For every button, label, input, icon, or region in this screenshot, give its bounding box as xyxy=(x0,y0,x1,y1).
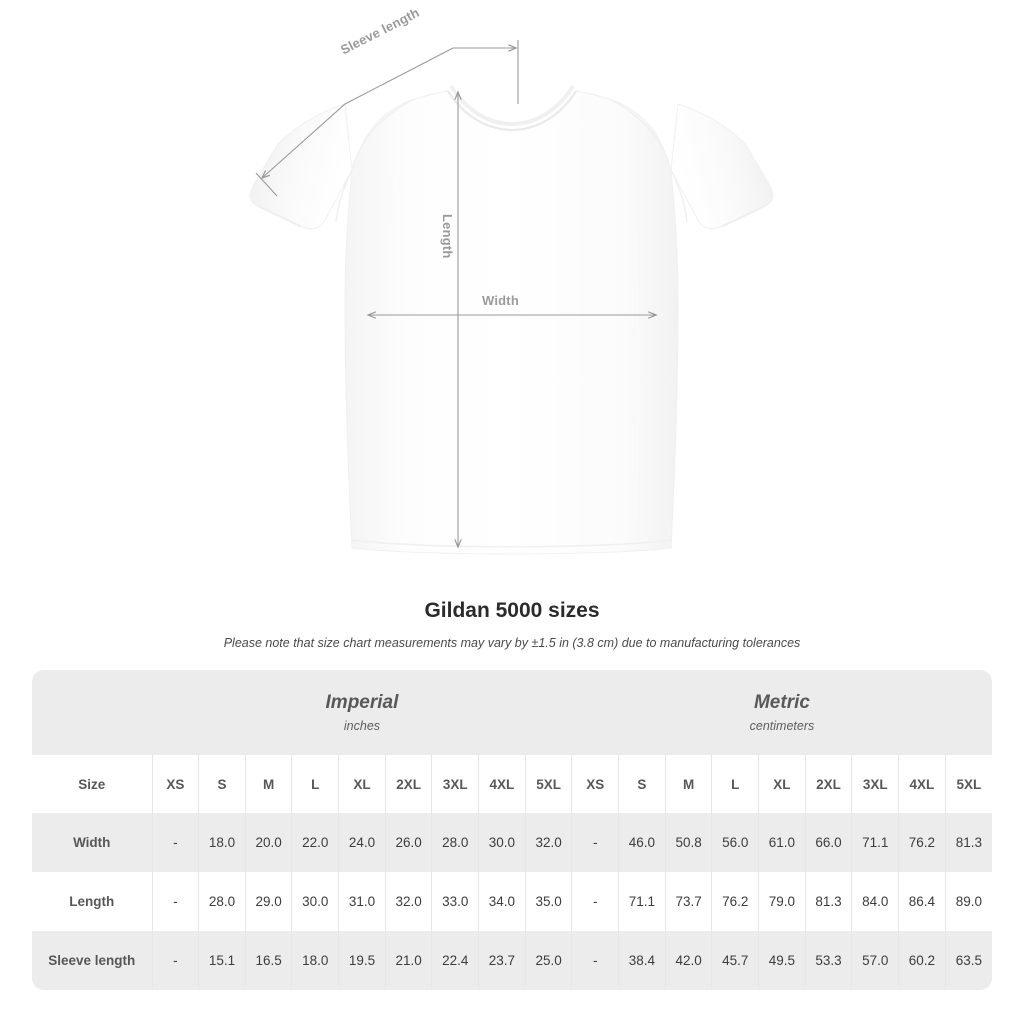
unit-header-spacer xyxy=(32,670,152,755)
unit-group-subtitle: inches xyxy=(343,718,381,733)
tolerance-note: Please note that size chart measurements… xyxy=(223,636,801,650)
cell-length-xs-metric: - xyxy=(571,872,620,931)
cell-length-s-imperial: 28.0 xyxy=(198,872,246,931)
cell-width-xs-imperial: - xyxy=(152,813,200,872)
size-header-4xl: 4XL xyxy=(478,755,526,813)
size-chart-table: Imperial inches Metric centimeters Size XS S M L… xyxy=(32,670,992,990)
size-header-m: M xyxy=(245,755,293,813)
cell-width-l-metric: 56.0 xyxy=(711,813,760,872)
size-header-5xl: 5XL xyxy=(945,755,992,813)
cell-width-2xl-imperial: 26.0 xyxy=(385,813,433,872)
size-header-5xl: 5XL xyxy=(525,755,573,813)
row-header-width: Width xyxy=(32,813,153,872)
cell-length-xl-metric: 79.0 xyxy=(758,872,806,931)
size-header-xs: XS xyxy=(571,755,620,813)
cell-width-s-metric: 46.0 xyxy=(618,813,666,872)
size-header-s: S xyxy=(618,755,666,813)
cell-sleeve-length-m-imperial: 16.5 xyxy=(245,931,293,990)
size-header-l: L xyxy=(291,755,340,813)
cell-sleeve-length-2xl-metric: 53.3 xyxy=(805,931,853,990)
cell-length-3xl-imperial: 33.0 xyxy=(431,872,480,931)
unit-group-subtitle: centimeters xyxy=(749,718,815,733)
length-label: Length xyxy=(440,214,455,259)
cell-width-l-imperial: 22.0 xyxy=(291,813,340,872)
unit-header-row: Imperial inches Metric centimeters xyxy=(32,670,992,755)
cell-width-xl-imperial: 24.0 xyxy=(338,813,386,872)
size-header-l: L xyxy=(711,755,760,813)
cell-width-5xl-metric: 81.3 xyxy=(945,813,992,872)
sleeve-length-arrow xyxy=(262,47,454,178)
table-row: Sleeve length -15.1 16.5 18.0 19.5 21.0 22.4 23… xyxy=(32,931,992,990)
size-header-3xl: 3XL xyxy=(431,755,480,813)
cell-length-s-metric: 71.1 xyxy=(618,872,666,931)
table-row: Length -28.0 29.0 30.0 31.0 32.0 33.0 34.0 35.0-… xyxy=(32,872,992,931)
sleeve-hem-tick xyxy=(255,172,278,197)
size-header-2xl: 2XL xyxy=(385,755,433,813)
width-label: Width xyxy=(482,293,519,308)
size-header-m: M xyxy=(665,755,713,813)
cell-length-m-metric: 73.7 xyxy=(665,872,713,931)
cell-sleeve-length-5xl-metric: 63.5 xyxy=(945,931,992,990)
unit-group-name: Imperial xyxy=(325,691,399,713)
cell-width-m-metric: 50.8 xyxy=(665,813,713,872)
unit-group-name: Metric xyxy=(753,691,810,713)
cell-sleeve-length-l-metric: 45.7 xyxy=(711,931,760,990)
cell-length-4xl-imperial: 34.0 xyxy=(478,872,526,931)
cell-length-l-imperial: 30.0 xyxy=(291,872,340,931)
cell-length-5xl-metric: 89.0 xyxy=(945,872,992,931)
cell-sleeve-length-xs-metric: - xyxy=(571,931,620,990)
cell-sleeve-length-3xl-imperial: 22.4 xyxy=(431,931,480,990)
caption-block: Gildan 5000 sizes Please note that size … xyxy=(0,598,1024,651)
cell-width-xs-metric: - xyxy=(571,813,620,872)
row-header-length: Length xyxy=(32,872,153,931)
cell-length-xl-imperial: 31.0 xyxy=(338,872,386,931)
cell-length-m-imperial: 29.0 xyxy=(245,872,293,931)
cell-sleeve-length-xs-imperial: - xyxy=(152,931,200,990)
unit-group-imperial: Imperial inches xyxy=(152,670,572,755)
cell-sleeve-length-s-metric: 38.4 xyxy=(618,931,666,990)
page-title: Gildan 5000 sizes xyxy=(424,599,600,622)
cell-sleeve-length-m-metric: 42.0 xyxy=(665,931,713,990)
cell-length-5xl-imperial: 35.0 xyxy=(525,872,573,931)
size-header-3xl: 3XL xyxy=(851,755,900,813)
cell-sleeve-length-4xl-imperial: 23.7 xyxy=(478,931,526,990)
cell-width-4xl-metric: 76.2 xyxy=(898,813,946,872)
cell-sleeve-length-5xl-imperial: 25.0 xyxy=(525,931,573,990)
cell-sleeve-length-xl-imperial: 19.5 xyxy=(338,931,386,990)
cell-sleeve-length-2xl-imperial: 21.0 xyxy=(385,931,433,990)
cell-width-4xl-imperial: 30.0 xyxy=(478,813,526,872)
cell-width-s-imperial: 18.0 xyxy=(198,813,246,872)
cell-sleeve-length-l-imperial: 18.0 xyxy=(291,931,340,990)
cell-width-m-imperial: 20.0 xyxy=(245,813,293,872)
cell-length-3xl-metric: 84.0 xyxy=(851,872,900,931)
unit-group-metric: Metric centimeters xyxy=(571,670,992,755)
size-header-4xl: 4XL xyxy=(898,755,946,813)
size-chart-table-wrapper: Imperial inches Metric centimeters Size XS S M L… xyxy=(32,670,992,990)
row-header-sleeve-length: Sleeve length xyxy=(32,931,153,990)
cell-sleeve-length-4xl-metric: 60.2 xyxy=(898,931,946,990)
size-header-xl: XL xyxy=(338,755,386,813)
tshirt-diagram: Sleeve length Length Width xyxy=(249,5,774,555)
cell-length-l-metric: 76.2 xyxy=(711,872,760,931)
cell-sleeve-length-s-imperial: 15.1 xyxy=(198,931,246,990)
cell-width-2xl-metric: 66.0 xyxy=(805,813,853,872)
size-column-header: Size xyxy=(32,755,153,813)
size-header-xl: XL xyxy=(758,755,806,813)
tshirt-illustration xyxy=(249,40,774,555)
cell-width-5xl-imperial: 32.0 xyxy=(525,813,573,872)
cell-length-xs-imperial: - xyxy=(152,872,200,931)
size-header-s: S xyxy=(198,755,246,813)
cell-width-3xl-metric: 71.1 xyxy=(851,813,900,872)
size-header-2xl: 2XL xyxy=(805,755,853,813)
size-header-xs: XS xyxy=(152,755,200,813)
cell-width-xl-metric: 61.0 xyxy=(758,813,806,872)
cell-length-4xl-metric: 86.4 xyxy=(898,872,946,931)
size-header-row: Size XS S M L XL 2XL 3XL 4XL 5XL XS S M L XL 2XL 3XL 4XL 5… xyxy=(32,755,992,813)
cell-length-2xl-imperial: 32.0 xyxy=(385,872,433,931)
cell-sleeve-length-3xl-metric: 57.0 xyxy=(851,931,900,990)
table-row: Width -18.0 20.0 22.0 24.0 26.0 28.0 30.0 32.0-4… xyxy=(32,813,992,872)
cell-length-2xl-metric: 81.3 xyxy=(805,872,853,931)
cell-width-3xl-imperial: 28.0 xyxy=(431,813,480,872)
cell-sleeve-length-xl-metric: 49.5 xyxy=(758,931,806,990)
